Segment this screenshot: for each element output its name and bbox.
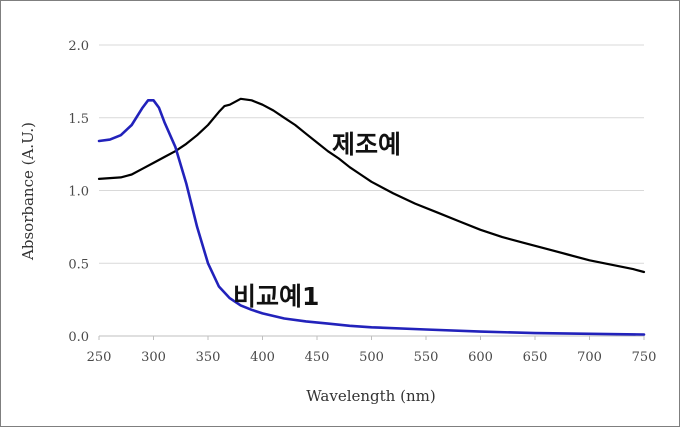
x-tick-label: 500 xyxy=(359,350,384,365)
axis-layer xyxy=(98,335,645,340)
y-tick-label: 0.5 xyxy=(68,257,89,272)
series-label-bigyoye1: 비교예1 xyxy=(233,282,319,311)
x-tick-label: 400 xyxy=(250,350,275,365)
x-tick-label: 300 xyxy=(141,350,166,365)
y-tick-label: 1.0 xyxy=(68,185,89,200)
y-tick-label: 2.0 xyxy=(68,39,89,54)
y-tick-label: 1.5 xyxy=(68,112,89,127)
series-label-jejoye: 제조예 xyxy=(332,130,401,159)
x-tick-label: 650 xyxy=(523,350,548,365)
y-axis-title: Absorbance (A.U.) xyxy=(19,122,37,261)
x-tick-label: 550 xyxy=(414,350,439,365)
tick-layer: 0.0 0.5 1.0 1.5 2.0 250 300 350 400 450 500 550 600 6… xyxy=(68,39,656,365)
series-line-0 xyxy=(97,97,646,274)
x-tick-label: 250 xyxy=(87,350,112,365)
grid-layer xyxy=(99,44,644,264)
x-tick-label: 750 xyxy=(632,350,657,365)
y-tick-label: 0.0 xyxy=(68,330,89,345)
x-axis-title: Wavelength (nm) xyxy=(306,387,435,405)
series-layer xyxy=(97,97,646,336)
x-tick-label: 450 xyxy=(305,350,330,365)
x-tick-label: 350 xyxy=(196,350,221,365)
series-line-1 xyxy=(97,99,646,336)
x-tick-label: 700 xyxy=(577,350,602,365)
x-tick-label: 600 xyxy=(468,350,493,365)
